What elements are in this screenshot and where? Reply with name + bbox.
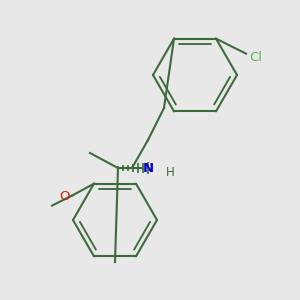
Text: H: H — [166, 166, 175, 178]
Text: O: O — [59, 190, 70, 203]
Text: Cl: Cl — [249, 51, 262, 64]
Text: N: N — [142, 161, 154, 175]
